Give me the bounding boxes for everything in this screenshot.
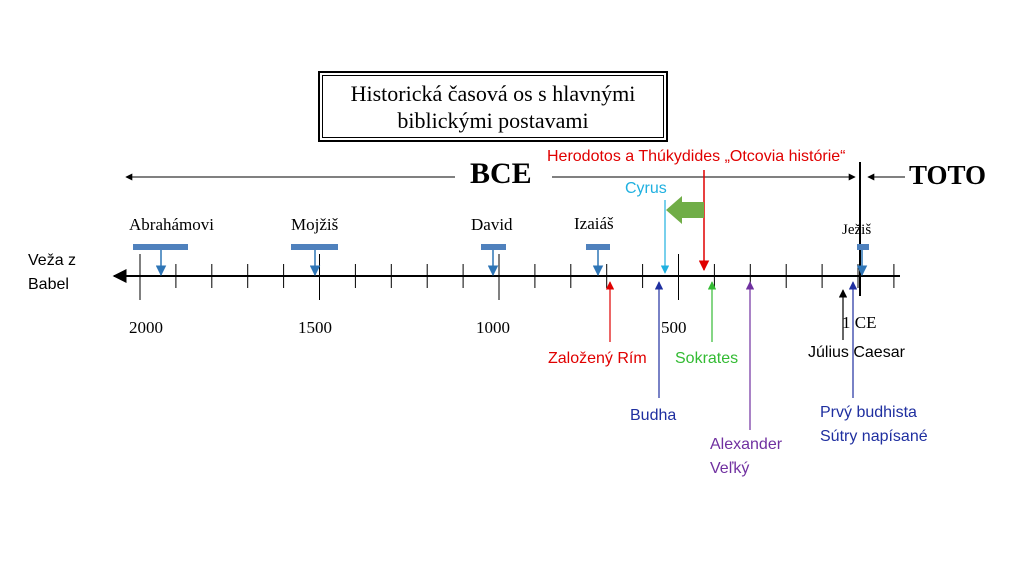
tick-label-1500: 1500 <box>298 318 332 337</box>
sutry-label-line-1: Prvý budhista <box>820 404 917 421</box>
bce-label: BCE <box>470 157 532 190</box>
budha-label: Budha <box>630 407 677 424</box>
babel-label-line-2: Babel <box>28 276 69 293</box>
toto-label: TOTO <box>909 160 987 190</box>
tick-label-2000: 2000 <box>129 318 163 337</box>
alexander-label-line-2: Veľký <box>710 460 750 477</box>
figure-label-david: David <box>471 215 513 234</box>
cyrus-label: Cyrus <box>625 180 667 197</box>
figure-marker-mojzis <box>291 244 338 277</box>
figure-label-abraham: Abrahámovi <box>129 215 214 234</box>
tick-label-1000: 1000 <box>476 318 510 337</box>
julius-label: Július Caesar <box>808 344 905 361</box>
title-line-1: Historická časová os s hlavnými <box>350 80 636 106</box>
sokrates-label: Sokrates <box>675 350 739 367</box>
figure-marker-david <box>481 244 506 277</box>
tick-label-1ce: 1 CE <box>842 313 877 332</box>
tick-label-500: 500 <box>661 318 687 337</box>
figure-label-izaias: Izaiáš <box>574 214 614 233</box>
sutry-label-line-2: Sútry napísané <box>820 428 928 445</box>
alexander-label-line-1: Alexander <box>710 436 783 453</box>
title-box: Historická časová os s hlavnými biblický… <box>318 71 668 142</box>
big-left-arrow <box>666 196 704 224</box>
figure-marker-izaias <box>586 244 610 277</box>
figure-marker-jezis <box>856 244 869 277</box>
title-line-2: biblickými postavami <box>397 107 589 133</box>
figure-label-jezis: Ježiš <box>842 222 872 238</box>
herodotos-label: Herodotos a Thúkydides „Otcovia histórie… <box>547 148 846 165</box>
rim-label: Založený Rím <box>548 350 647 367</box>
babel-label-line-1: Veža z <box>28 252 77 269</box>
figure-marker-abraham <box>133 244 188 277</box>
figure-label-mojzis: Mojžiš <box>291 215 339 234</box>
